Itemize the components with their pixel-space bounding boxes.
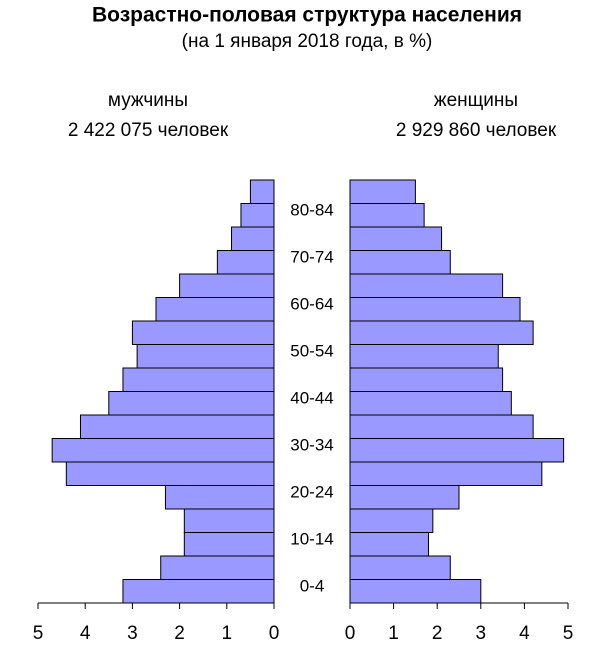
bar <box>349 391 512 416</box>
bar <box>164 485 275 510</box>
category-label: 0-4 <box>300 577 325 596</box>
x-tick-label: 3 <box>127 623 138 644</box>
bar <box>249 179 275 204</box>
bar <box>183 508 275 533</box>
category-label: 70-74 <box>290 248 333 267</box>
bar <box>349 508 434 533</box>
bar <box>160 555 275 580</box>
x-tick-label: 1 <box>388 623 399 644</box>
x-tick-label: 2 <box>174 623 185 644</box>
bar <box>349 226 443 251</box>
x-tick-label: 1 <box>222 623 233 644</box>
category-label: 30-34 <box>290 436 333 455</box>
bar <box>349 532 429 557</box>
bar <box>349 203 425 228</box>
category-label: 20-24 <box>290 483 333 502</box>
category-label: 50-54 <box>290 342 333 361</box>
x-tick-label: 0 <box>345 623 356 644</box>
category-label: 80-84 <box>290 201 333 220</box>
bar <box>131 320 275 345</box>
bar <box>349 555 451 580</box>
bar <box>183 532 275 557</box>
bar <box>349 179 416 204</box>
category-label: 60-64 <box>290 295 333 314</box>
series-name: женщины <box>434 90 518 111</box>
category-label: 40-44 <box>290 389 333 408</box>
bar <box>51 438 275 463</box>
chart-subtitle: (на 1 января 2018 года, в %) <box>182 31 433 52</box>
bar <box>349 579 482 604</box>
bar <box>349 297 521 322</box>
x-tick-label: 5 <box>33 623 44 644</box>
x-tick-label: 5 <box>563 623 574 644</box>
bar <box>349 250 451 275</box>
x-tick-label: 4 <box>80 623 91 644</box>
bar <box>79 414 275 439</box>
bar <box>231 226 275 251</box>
bar <box>349 367 504 392</box>
bar <box>65 461 275 486</box>
bar <box>349 344 499 369</box>
bar <box>349 438 565 463</box>
bar <box>216 250 275 275</box>
bar <box>155 297 275 322</box>
bar <box>349 273 504 298</box>
bar <box>136 344 275 369</box>
bar <box>122 579 275 604</box>
category-label: 10-14 <box>290 530 333 549</box>
x-tick-label: 3 <box>476 623 487 644</box>
bar <box>179 273 275 298</box>
series-caption: 2 422 075 человек <box>68 120 229 141</box>
x-tick-label: 4 <box>519 623 530 644</box>
bar <box>240 203 275 228</box>
bar <box>122 367 275 392</box>
chart-title: Возрастно-половая структура населения <box>92 4 522 27</box>
bar <box>349 414 534 439</box>
bar <box>349 485 460 510</box>
series-caption: 2 929 860 человек <box>396 120 557 141</box>
x-tick-label: 2 <box>432 623 443 644</box>
series-name: мужчины <box>108 90 188 111</box>
bar <box>108 391 275 416</box>
bar <box>349 320 534 345</box>
bar <box>349 461 543 486</box>
x-tick-label: 0 <box>269 623 280 644</box>
